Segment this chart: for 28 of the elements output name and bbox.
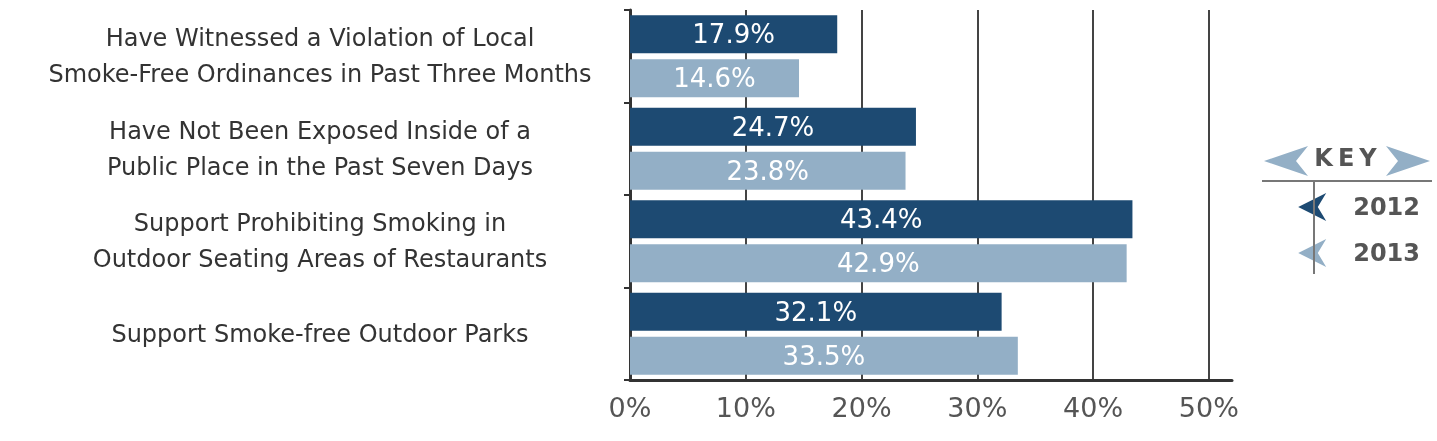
x-tick-label: 50%	[1178, 392, 1239, 423]
bar	[630, 151, 906, 190]
bar	[630, 336, 1018, 375]
x-tick-label: 30%	[947, 392, 1008, 423]
bar	[630, 200, 1133, 239]
bar	[630, 107, 916, 146]
x-tick-label: 0%	[608, 392, 652, 423]
bar	[630, 244, 1127, 283]
bar	[630, 15, 838, 54]
data-label: 33.5%	[782, 340, 866, 371]
y-tick-label: Support Prohibiting Smoking in Outdoor Seating Areas of Restaurants	[92, 209, 548, 274]
data-label: 43.4%	[839, 204, 923, 235]
data-label: 14.6%	[673, 63, 756, 94]
data-label: 17.9%	[692, 19, 775, 50]
x-tick-label: 20%	[831, 392, 892, 423]
y-tick-label: Support Smoke-free Outdoor Parks	[111, 319, 529, 348]
data-label: 42.9%	[837, 248, 920, 279]
data-label: 23.8%	[726, 155, 810, 186]
x-tick-label: 10%	[715, 392, 776, 423]
bar	[630, 292, 1002, 331]
legend-title: KEY	[1313, 144, 1383, 172]
legend-label: 2013	[1353, 239, 1420, 267]
data-label: 24.7%	[731, 111, 815, 142]
data-label: 32.1%	[774, 296, 858, 327]
y-tick-label: Have Not Been Exposed Inside of a Public Place in the Past Seven Days	[107, 116, 533, 181]
legend-label: 2012	[1353, 193, 1420, 221]
y-tick-label: Have Witnessed a Violation of Local Smoke-Free Ordinances in Past Three Months	[48, 24, 592, 89]
x-tick-label: 40%	[1063, 392, 1124, 423]
